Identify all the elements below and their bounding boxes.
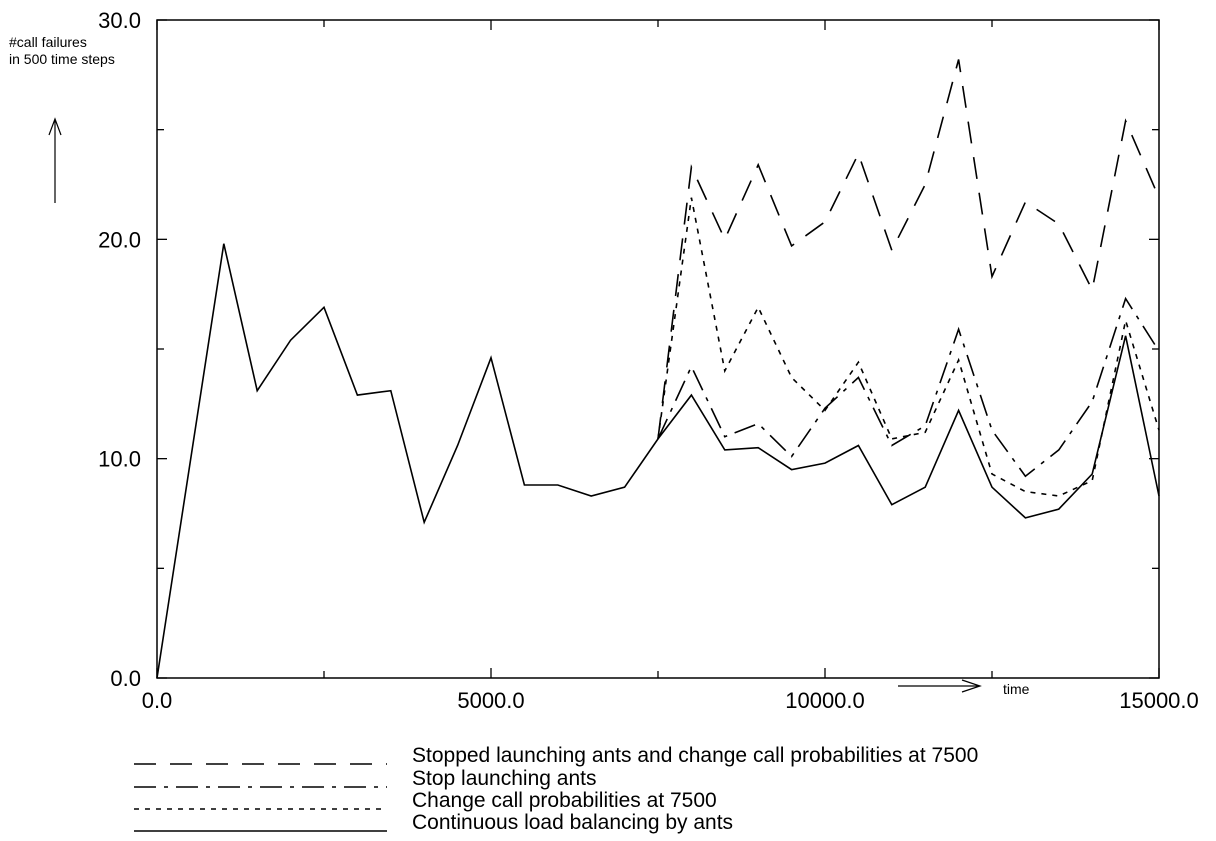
series-solid — [156, 243, 1160, 679]
y-tick-label: 30.0 — [98, 8, 141, 33]
x-tick-label: 15000.0 — [1119, 688, 1199, 713]
y-tick-label: 20.0 — [98, 227, 141, 252]
series-line — [657, 296, 1160, 478]
legend-label: Stopped launching ants and change call p… — [412, 744, 978, 767]
x-axis-arrow-head — [961, 679, 982, 693]
y-axis-label: in 500 time steps — [9, 51, 115, 67]
x-axis-label: time — [1003, 681, 1030, 697]
series-dashed — [657, 59, 1160, 439]
series-line — [657, 197, 1160, 497]
y-tick-label: 10.0 — [98, 447, 141, 472]
y-axis-label: #call failures — [9, 34, 87, 50]
chart-legend: Stopped launching ants and change call p… — [134, 744, 978, 834]
series-line — [657, 59, 1160, 439]
legend-label: Change call probabilities at 7500 — [412, 789, 717, 812]
plot-frame — [156, 19, 1160, 679]
x-tick-label: 5000.0 — [457, 688, 524, 713]
series-layer — [156, 59, 1160, 679]
series-dash-dot — [657, 296, 1160, 478]
legend-label: Continuous load balancing by ants — [412, 811, 733, 834]
x-tick-label: 10000.0 — [785, 688, 865, 713]
series-dotted — [657, 197, 1160, 497]
series-line — [156, 243, 1160, 679]
chart-labels: 0.0 10.0 20.0 30.0 0.0 5000.0 10000.0 15000.0 #c… — [9, 8, 1199, 713]
legend-label: Stop launching ants — [412, 767, 596, 790]
y-axis-arrow-head — [48, 117, 62, 136]
x-tick-label: 0.0 — [142, 688, 173, 713]
y-tick-label: 0.0 — [110, 666, 141, 691]
chart-axes — [156, 19, 1160, 679]
